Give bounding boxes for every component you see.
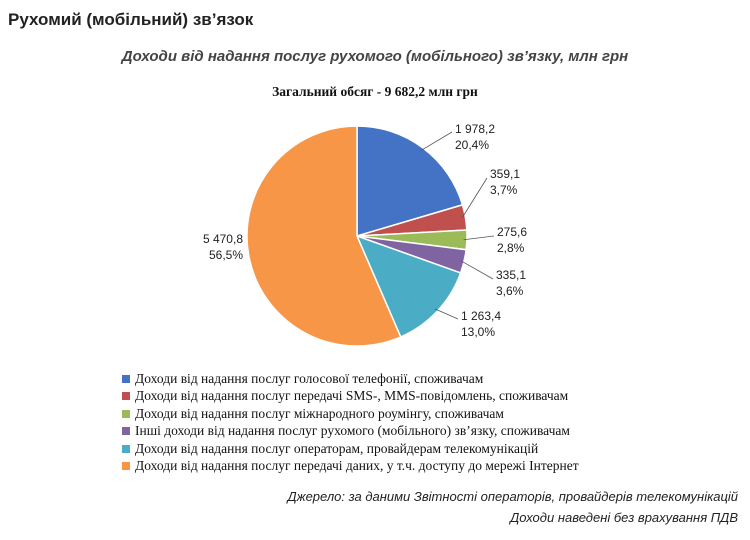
legend-swatch <box>122 374 130 383</box>
legend-item-3: Доходи від надання послуг міжнародного р… <box>122 405 579 423</box>
legend-item-1: Доходи від надання послуг голосової теле… <box>122 370 579 388</box>
legend-label: Доходи від надання послуг передачі SMS-,… <box>135 388 569 404</box>
leader-line-3 <box>463 235 495 241</box>
legend-label: Доходи від надання послуг міжнародного р… <box>135 405 504 421</box>
slice-value-label-3: 275,6 <box>497 225 527 239</box>
legend-item-6: Доходи від надання послуг передачі даних… <box>122 458 579 476</box>
slice-value-label-6: 5 470,8 <box>203 232 243 246</box>
page-heading: Рухомий (мобільний) зв’язок <box>8 10 254 29</box>
legend-label: Доходи від надання послуг передачі даних… <box>135 458 579 474</box>
slice-value-label-1: 1 978,2 <box>455 122 495 136</box>
source-note: Джерело: за даними Звітності операторів,… <box>287 489 738 504</box>
legend-swatch <box>122 427 130 436</box>
slice-percent-label-5: 13,0% <box>461 325 495 339</box>
chart-subtitle: Загальний обсяг - 9 682,2 млн грн <box>272 84 478 99</box>
legend-label: Доходи від надання послуг голосової теле… <box>135 370 484 386</box>
slice-value-label-5: 1 263,4 <box>461 309 501 323</box>
legend-swatch <box>122 392 130 401</box>
slice-value-label-2: 359,1 <box>490 167 520 181</box>
slice-percent-label-6: 56,5% <box>209 248 243 262</box>
slice-value-label-4: 335,1 <box>496 268 526 282</box>
leader-line-4 <box>460 260 494 280</box>
legend-swatch <box>122 462 130 471</box>
vat-note: Доходи наведені без врахування ПДВ <box>510 510 738 525</box>
slice-percent-label-1: 20,4% <box>455 138 489 152</box>
slice-percent-label-2: 3,7% <box>490 183 518 197</box>
chart-title: Доходи від надання послуг рухомого (мобі… <box>121 48 629 65</box>
pie-slice-1 <box>356 125 464 238</box>
legend-label: Доходи від надання послуг операторам, пр… <box>135 440 539 456</box>
legend-swatch <box>122 409 130 418</box>
leader-line-5 <box>434 308 459 320</box>
legend-item-2: Доходи від надання послуг передачі SMS-,… <box>122 388 579 406</box>
legend-item-4: Інші доходи від надання послуг рухомого … <box>122 423 579 441</box>
slice-percent-label-3: 2,8% <box>497 241 525 255</box>
slice-percent-label-4: 3,6% <box>496 284 524 298</box>
legend-label: Інші доходи від надання послуг рухомого … <box>135 423 570 439</box>
chart-legend: Доходи від надання послуг голосової теле… <box>122 370 579 475</box>
leader-line-1 <box>420 131 453 151</box>
legend-swatch <box>122 444 130 453</box>
legend-item-5: Доходи від надання послуг операторам, пр… <box>122 440 579 458</box>
leader-line-2 <box>461 177 488 219</box>
pie-slice-5 <box>355 234 462 338</box>
pie-slice-6 <box>246 125 402 347</box>
